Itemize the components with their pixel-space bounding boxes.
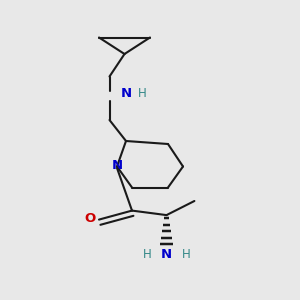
Text: N: N	[112, 159, 123, 172]
Text: N: N	[120, 87, 132, 100]
Text: N: N	[161, 248, 172, 262]
Text: O: O	[84, 212, 96, 225]
Text: H: H	[142, 248, 152, 262]
Text: H: H	[182, 248, 190, 262]
Text: H: H	[138, 87, 147, 100]
